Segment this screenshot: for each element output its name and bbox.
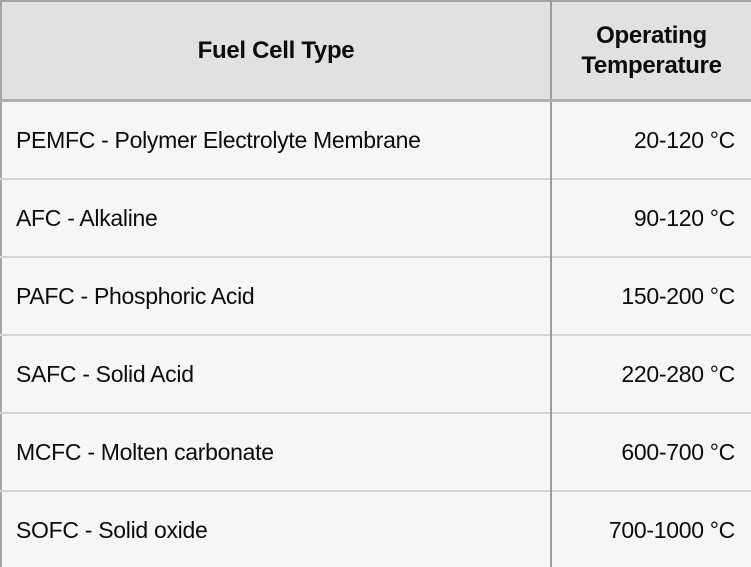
cell-operating-temperature: 90-120 °C	[551, 178, 751, 257]
cell-fuel-cell-type: PEMFC - Polymer Electrolyte Membrane	[1, 99, 552, 179]
table-body: PEMFC - Polymer Electrolyte Membrane 20-…	[1, 99, 751, 567]
cell-operating-temperature: 20-120 °C	[551, 99, 751, 179]
header-row: Fuel Cell Type Operating Temperature	[1, 1, 751, 102]
cell-fuel-cell-type: PAFC - Phosphoric Acid	[1, 256, 552, 335]
column-header-fuel-cell-type: Fuel Cell Type	[1, 1, 552, 102]
cell-operating-temperature: 220-280 °C	[551, 334, 751, 413]
table-row: PEMFC - Polymer Electrolyte Membrane 20-…	[1, 99, 751, 179]
table-row: MCFC - Molten carbonate 600-700 °C	[1, 412, 751, 491]
column-header-operating-temperature: Operating Temperature	[551, 1, 751, 102]
table-row: PAFC - Phosphoric Acid 150-200 °C	[1, 256, 751, 335]
cell-fuel-cell-type: AFC - Alkaline	[1, 178, 552, 257]
cell-operating-temperature: 150-200 °C	[551, 256, 751, 335]
cell-operating-temperature: 700-1000 °C	[551, 490, 751, 567]
table-row: AFC - Alkaline 90-120 °C	[1, 178, 751, 257]
table-row: SOFC - Solid oxide 700-1000 °C	[1, 490, 751, 567]
table-row: SAFC - Solid Acid 220-280 °C	[1, 334, 751, 413]
table-header: Fuel Cell Type Operating Temperature	[1, 1, 751, 102]
cell-operating-temperature: 600-700 °C	[551, 412, 751, 491]
cell-fuel-cell-type: SAFC - Solid Acid	[1, 334, 552, 413]
cell-fuel-cell-type: MCFC - Molten carbonate	[1, 412, 552, 491]
cell-fuel-cell-type: SOFC - Solid oxide	[1, 490, 552, 567]
